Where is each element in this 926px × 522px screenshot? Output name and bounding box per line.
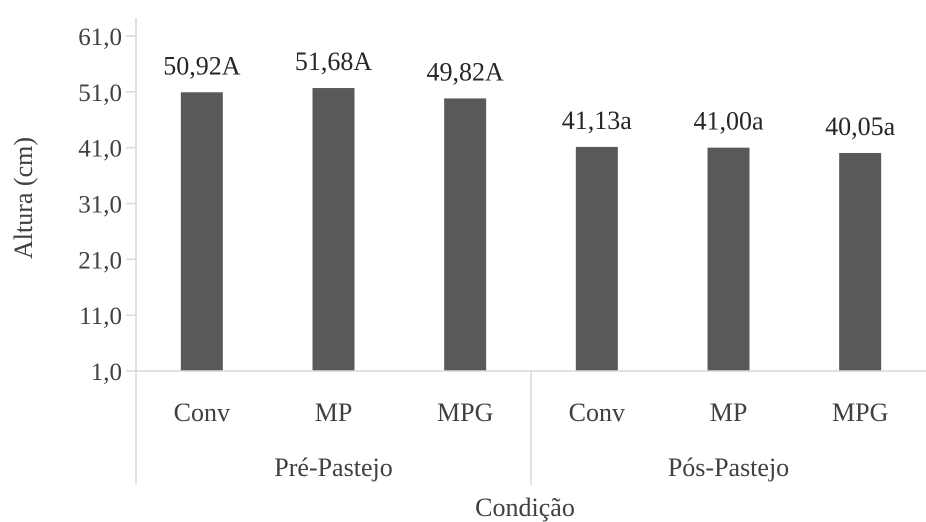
x-axis: Conv MP MPG Conv MP MPG Pré-Pastejo Pós-Pastejo	[136, 370, 926, 485]
y-axis: 1,0 11,0 21,0 31,0 41,0 51,0 61,0	[78, 18, 137, 485]
y-tick-label: 61,0	[78, 24, 122, 51]
bar	[180, 92, 223, 371]
x-category-label: Conv	[174, 398, 230, 427]
data-label: 49,82A	[427, 57, 505, 86]
x-category-label: MPG	[437, 398, 493, 427]
bar	[839, 152, 882, 371]
y-tick-label: 1,0	[91, 359, 122, 386]
x-category-label: MP	[710, 398, 748, 427]
y-tick-label: 11,0	[79, 303, 122, 330]
y-tick-label: 51,0	[78, 80, 122, 107]
data-label: 50,92A	[163, 51, 241, 80]
bar	[444, 98, 487, 372]
y-axis-title: Altura (cm)	[9, 137, 38, 259]
bar	[707, 147, 750, 371]
data-label: 41,00a	[693, 107, 764, 136]
data-label: 40,05a	[825, 112, 896, 141]
bar	[575, 146, 618, 371]
bars: 50,92A 51,68A 49,82A 41,13a 41,00a 40,05a	[163, 47, 896, 372]
data-label: 41,13a	[562, 106, 633, 135]
x-category-label: MP	[315, 398, 353, 427]
y-tick-label: 31,0	[78, 192, 122, 219]
x-category-label: Conv	[569, 398, 625, 427]
x-group-label: Pós-Pastejo	[668, 453, 789, 482]
x-category-label: MPG	[832, 398, 888, 427]
y-tick-label: 41,0	[78, 136, 122, 163]
bar	[312, 88, 355, 371]
x-group-label: Pré-Pastejo	[274, 453, 392, 482]
y-tick-label: 21,0	[78, 247, 122, 274]
data-label: 51,68A	[295, 47, 373, 76]
x-axis-title: Condição	[475, 493, 575, 522]
